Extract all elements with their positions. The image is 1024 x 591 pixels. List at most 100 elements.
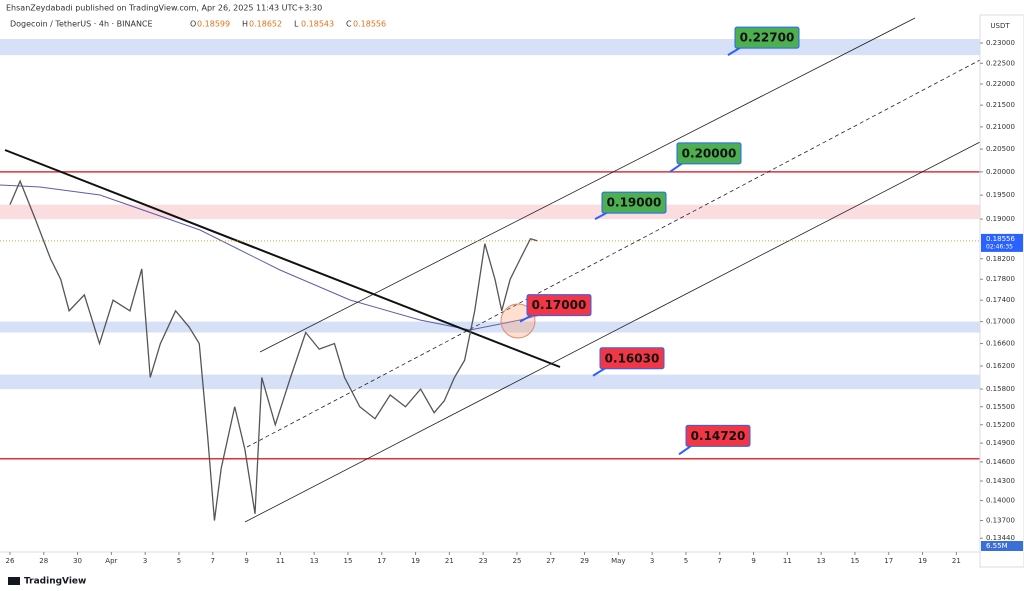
callout-box	[599, 347, 665, 370]
callout-label: 0.17000	[532, 298, 587, 312]
callout-label: 0.22700	[740, 31, 795, 45]
callout-box	[601, 191, 667, 214]
x-tick-label: 11	[276, 557, 285, 565]
y-tick-label: 0.15500	[986, 403, 1015, 411]
x-tick-label: 11	[783, 557, 792, 565]
ohlc-value: 0.18652	[249, 20, 282, 29]
plot: 0.22700 0.20000 0.19000 0.17000 0.16030 0.147…	[0, 26, 980, 521]
callout-box	[526, 294, 592, 317]
x-tick-label: 7	[718, 557, 722, 565]
y-tick-label: 0.13700	[986, 517, 1015, 525]
last-price-label: 0.18556	[986, 235, 1015, 243]
callout-label: 0.20000	[682, 146, 737, 160]
downtrend-line	[4, 149, 561, 368]
x-tick-label: 13	[310, 557, 319, 565]
x-tick-label: 28	[39, 557, 48, 565]
x-tick-label: 21	[445, 557, 454, 565]
x-tick-label: 17	[884, 557, 893, 565]
callout-box	[734, 26, 800, 49]
y-tick-label: 0.13440	[986, 534, 1015, 542]
x-tick-label: 29	[580, 557, 589, 565]
countdown: 02:46:35	[986, 243, 1013, 250]
x-tick-label: 15	[343, 557, 352, 565]
callout-label: 0.16030	[605, 351, 660, 365]
x-tick-label: 7	[211, 557, 215, 565]
y-tick-label: 0.14000	[986, 497, 1015, 505]
x-tick-label: 9	[244, 557, 248, 565]
x-tick-label: Apr	[105, 557, 117, 565]
y-tick-label: 0.22000	[986, 80, 1015, 88]
channel-upper	[259, 17, 916, 353]
y-tick-label: 0.19500	[986, 191, 1015, 199]
last-price-tag	[981, 233, 1023, 252]
zone	[0, 374, 980, 390]
logo-icon	[8, 577, 20, 585]
y-tick-label: 0.22500	[986, 59, 1015, 67]
x-tick-label: May	[611, 557, 625, 565]
y-tick-label: 0.16600	[986, 340, 1015, 348]
x-tick-label: 13	[817, 557, 826, 565]
y-tick-label: 0.21000	[986, 123, 1015, 131]
channel-lower	[244, 141, 981, 523]
y-tick-label: 0.17000	[986, 318, 1015, 326]
x-tick-label: 27	[546, 557, 555, 565]
symbol: Dogecoin / TetherUS · 4h · BINANCE	[10, 20, 153, 29]
y-tick-label: 0.16200	[986, 362, 1015, 370]
x-tick-label: 25	[512, 557, 521, 565]
logo: TradingView	[24, 577, 86, 587]
publisher: EhsanZeydabadi published on TradingView.…	[6, 4, 322, 13]
ohlc-value: 0.18599	[197, 20, 230, 29]
x-tick-label: 30	[73, 557, 82, 565]
x-tick-label: 5	[684, 557, 688, 565]
volume-label: 6.55M	[986, 542, 1008, 550]
x-tick-label: 26	[6, 557, 15, 565]
moving-average	[0, 184, 541, 331]
y-tick-label: 0.21500	[986, 101, 1015, 109]
channel-middle	[246, 59, 981, 448]
zone	[0, 204, 980, 220]
callout-label: 0.14720	[691, 429, 746, 443]
y-tick-label: 0.20500	[986, 145, 1015, 153]
zone	[0, 39, 980, 56]
y-tick-label: 0.20000	[986, 168, 1015, 176]
callout-box	[676, 142, 742, 165]
y-tick-label: 0.19000	[986, 215, 1015, 223]
price-line	[9, 179, 538, 521]
y-tick-label: 0.17800	[986, 275, 1015, 283]
y-tick-label: 0.23000	[986, 39, 1015, 47]
ohlc-value: 0.18556	[353, 20, 386, 29]
callout-label: 0.19000	[607, 196, 662, 210]
x-tick-label: 19	[918, 557, 927, 565]
ohlc: O 0.18599 H 0.18652 L 0.18543 C 0.18556	[190, 20, 386, 29]
ohlc-label: C	[346, 20, 352, 29]
ohlc-label: L	[294, 20, 299, 29]
x-tick-label: 3	[650, 557, 654, 565]
volume-tag	[981, 541, 1023, 551]
x-tick-label: 23	[479, 557, 488, 565]
x-tick-label: 5	[177, 557, 181, 565]
y-tick-label: 0.18200	[986, 255, 1015, 263]
axes: 0.23000 0.22500 0.22000 0.21500 0.21000 0.205…	[6, 39, 1023, 565]
x-tick-label: 15	[850, 557, 859, 565]
callout-box	[685, 424, 751, 447]
y-tick-label: 0.14900	[986, 439, 1015, 447]
x-tick-label: 19	[411, 557, 420, 565]
x-tick-label: 3	[143, 557, 147, 565]
y-tick-label: 0.15200	[986, 421, 1015, 429]
ohlc-label: H	[242, 20, 248, 29]
y-tick-label: 0.17400	[986, 296, 1015, 304]
x-tick-label: 9	[751, 557, 755, 565]
footer	[0, 570, 1024, 591]
x-tick-label: 21	[952, 557, 961, 565]
price-axis	[979, 14, 1024, 568]
currency: USDT	[990, 22, 1010, 30]
ohlc-label: O	[190, 20, 196, 29]
zone	[0, 321, 980, 333]
y-tick-label: 0.14600	[986, 458, 1015, 466]
ohlc-value: 0.18543	[301, 20, 334, 29]
y-tick-label: 0.15800	[986, 385, 1015, 393]
y-tick-label: 0.14300	[986, 477, 1015, 485]
x-tick-label: 17	[377, 557, 386, 565]
